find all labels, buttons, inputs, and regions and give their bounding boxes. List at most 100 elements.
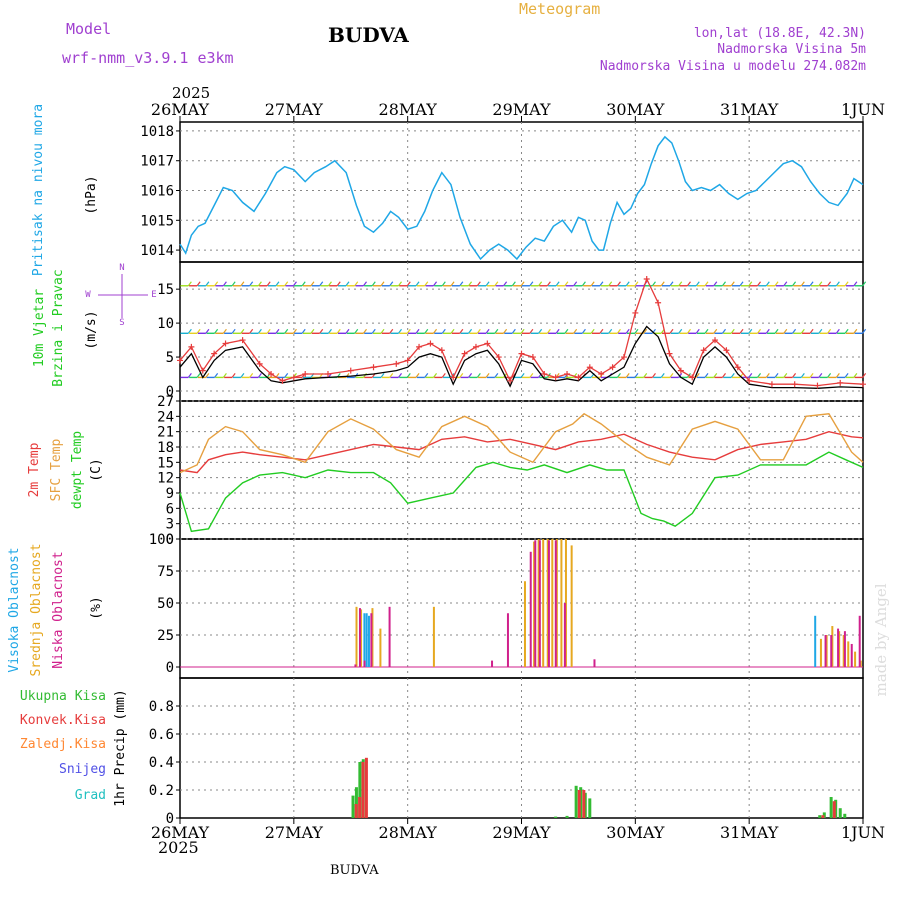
wind-gust-marker [507, 377, 514, 384]
wind-barb-flag [827, 373, 832, 378]
bottom-day-label: 1JUN [841, 823, 885, 842]
wind-barb-flag [757, 281, 762, 287]
wind-barb-flag [765, 281, 770, 287]
wind-barb-flag [573, 281, 578, 287]
precip-bar [588, 798, 592, 818]
wind-barb-flag [862, 281, 867, 287]
temperature-ytick-label: 9 [166, 486, 174, 502]
wind-barb-flag [214, 281, 219, 287]
wind-barb-flag [695, 328, 700, 334]
footer-station: BUDVA [330, 863, 379, 878]
top-day-label: 29MAY [492, 100, 551, 119]
wind-barb-flag [371, 328, 376, 334]
wind-ytick-label: 15 [157, 282, 174, 298]
wind-barb-flag [634, 281, 639, 287]
dewpt-line [179, 451, 864, 533]
cloud-bar [554, 540, 557, 667]
wind-barb-flag [862, 328, 867, 334]
wind-barb-flag [774, 373, 779, 378]
wind-barb-flag [835, 281, 840, 287]
pressure-ytick-label: 1016 [140, 184, 174, 200]
temperature-ytick-label: 24 [157, 409, 174, 425]
wind-barb-flag [433, 373, 438, 378]
wind-gust-marker [586, 364, 593, 371]
precip-bar [354, 804, 358, 818]
lonlat-label: lon,lat (18.8E, 42.3N) [694, 26, 866, 41]
precip-panel: 0 0.2 0.4 0.6 0.8 [149, 677, 864, 827]
watermark: made by Angel [872, 583, 890, 696]
wind-barb-flag [187, 328, 192, 334]
wind-gust-marker [791, 381, 798, 388]
cloud-bar [843, 631, 846, 667]
wind-barb-flag [590, 328, 595, 334]
wind-barb-flag [354, 328, 359, 334]
wind-gust-marker [279, 377, 286, 384]
cloud-bar [560, 539, 563, 667]
wind-barb-flag [739, 281, 744, 287]
precip-ytick-label: 0.2 [149, 783, 174, 799]
precip-bar [358, 762, 362, 818]
precip-bar [358, 797, 362, 818]
wind-barb-flag [389, 373, 394, 378]
top-day-label: 31MAY [720, 100, 779, 119]
wind-gust-marker [461, 350, 468, 357]
wind-barb-flag [398, 281, 403, 287]
wind-barb-flag [748, 328, 753, 334]
wind-barb-flag [660, 281, 665, 287]
wind-barb-flag [546, 328, 551, 334]
wind-gust-marker [199, 367, 206, 374]
wind-gust-marker [746, 377, 753, 384]
cloud-bar [831, 626, 834, 667]
wind-barb-flag [722, 328, 726, 334]
wind-gust-marker [564, 371, 571, 378]
wind-barb-flag [546, 281, 551, 287]
wind-gust-marker [837, 379, 844, 386]
wind-barb-flag [328, 328, 332, 334]
wind-gust-marker [347, 367, 354, 374]
wind-gust-marker [239, 337, 246, 344]
wind-gust-marker [268, 371, 275, 378]
wind-barb-flag [406, 328, 411, 334]
wind-barb-flag [257, 328, 262, 334]
cloud-bar [563, 603, 566, 667]
wind-barb-flag [844, 373, 849, 378]
wind-title-line2: Brzina i Pravac [51, 269, 66, 386]
wind-gust-marker [290, 374, 297, 381]
wind-barb-flag [424, 281, 429, 287]
wind-barb-flag [800, 328, 805, 334]
wind-barb-flag [266, 328, 271, 334]
wind-barb-flag [336, 281, 341, 287]
t2m-line [179, 430, 864, 474]
wind-barb-flag [354, 281, 359, 287]
wind-barb-flag [494, 328, 499, 334]
wind-barb-flag [669, 281, 674, 287]
precip-unit: 1hr Precip (mm) [113, 689, 128, 806]
wind-gust-marker [370, 364, 377, 371]
wind-barb-flag [301, 328, 306, 334]
wind-barb-flag [301, 281, 306, 287]
cloud-bar [825, 635, 828, 667]
wind-barb-flag [590, 281, 595, 287]
precip-bar [574, 785, 578, 818]
wind-barb-flag [625, 281, 630, 287]
wind-barb-flag [292, 281, 297, 287]
cloud-unit: (%) [89, 596, 104, 619]
wind-barb-flag [494, 281, 499, 287]
wind-barb-flag [476, 373, 481, 378]
temperature-ytick-label: 21 [157, 425, 174, 441]
wind-barb-flag [616, 281, 621, 287]
pressure-frame [179, 121, 864, 263]
bottom-day-label: 28MAY [379, 823, 438, 842]
cloud-bar [534, 540, 537, 667]
wind-barb-flag [774, 281, 779, 287]
wind-barb-flag [485, 281, 490, 287]
wind-barb-flag [249, 373, 254, 378]
temp-legend-2: dewpt Temp [70, 431, 85, 509]
cloud-bar [555, 539, 558, 667]
bottom-day-label: 27MAY [265, 823, 324, 842]
model-label: Model [66, 20, 111, 38]
precip-bar [829, 797, 833, 818]
wind-barb-flag [476, 281, 481, 287]
cloud-bar [842, 635, 845, 667]
